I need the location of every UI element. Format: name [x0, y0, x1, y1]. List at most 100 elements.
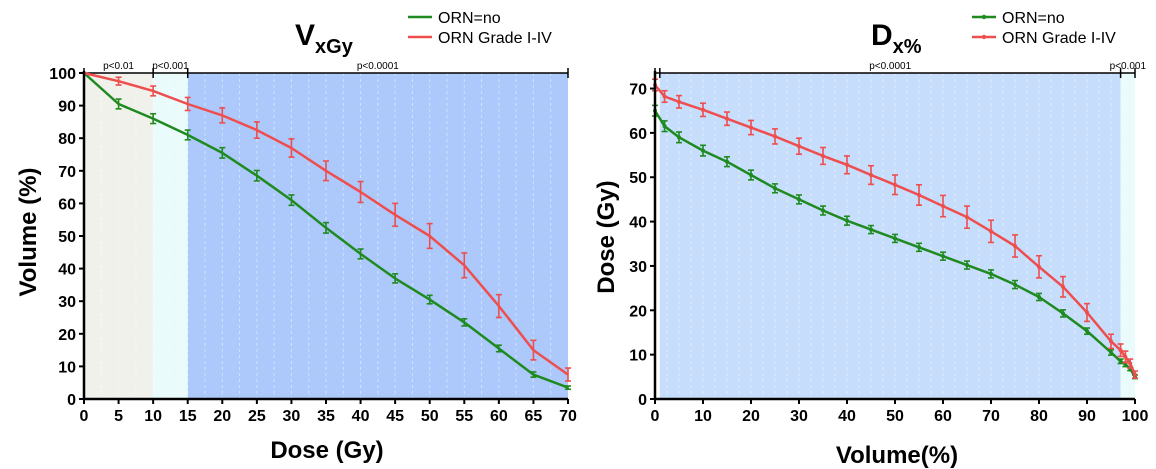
dx-data-point	[677, 99, 681, 104]
vxgy-y-tick-label: 40	[58, 262, 76, 279]
dx-region-bands	[659, 73, 1135, 399]
dx-data-point	[917, 245, 921, 250]
vxgy-legend-label: ORN=no	[438, 10, 501, 27]
vxgy-y-tick-label: 10	[58, 359, 76, 376]
vxgy-y-tick-label: 20	[58, 327, 76, 344]
vxgy-grid	[100, 73, 552, 399]
vxgy-y-tick-label: 60	[58, 196, 76, 213]
vxgy-legend-item: ORN=no	[408, 10, 501, 27]
vxgy-legend-label: ORN Grade I-IV	[438, 30, 552, 47]
dx-data-point	[965, 215, 969, 220]
dx-y-tick-label: 30	[629, 259, 647, 276]
dx-data-point	[662, 124, 667, 129]
dx-data-point	[989, 229, 993, 234]
vxgy-series-layer	[83, 71, 571, 391]
dx-data-point	[725, 116, 729, 121]
dx-data-point	[701, 148, 705, 153]
dx-y-axis-label: Dose (Gy)	[593, 180, 620, 293]
dx-data-point	[1128, 361, 1133, 366]
dx-data-point	[1037, 264, 1041, 269]
dx-data-point	[797, 197, 801, 202]
vxgy-x-tick-label: 40	[352, 408, 370, 425]
dx-data-point	[1085, 310, 1089, 315]
dx-legend-item: ORN=no	[972, 10, 1065, 27]
dx-data-point	[965, 263, 969, 268]
vxgy-y-tick-label: 100	[49, 66, 76, 83]
dx-data-point	[869, 173, 873, 178]
vxgy-y-tick-label: 80	[58, 131, 76, 148]
dx-region-1	[1120, 73, 1135, 399]
vxgy-x-tick-label: 55	[455, 408, 473, 425]
dx-x-axis-label: Volume(%)	[836, 442, 958, 469]
dx-title-subscript: x%	[893, 36, 922, 58]
dx-panel: p<0.0001 p<0.001 0 10 20 30 40 50 60 70 80 90 100 0 1…	[593, 10, 1148, 469]
vxgy-x-tick-label: 10	[144, 408, 162, 425]
dx-x-tick-label: 30	[790, 408, 808, 425]
dx-data-point	[917, 192, 921, 197]
dx-x-tick-label: 70	[982, 408, 1000, 425]
dx-legend-label: ORN=no	[1002, 10, 1065, 27]
vxgy-legend-item: ORN Grade I-IV	[408, 30, 552, 47]
dx-title: Dx%	[871, 19, 922, 58]
dx-legend-marker	[981, 34, 987, 40]
vxgy-pvalue-label: p<0.0001	[357, 61, 399, 72]
dx-data-point	[701, 107, 705, 112]
dx-x-tick-label: 80	[1030, 408, 1048, 425]
dx-data-point	[893, 236, 897, 241]
vxgy-x-tick-label: 45	[386, 408, 404, 425]
dx-y-tick-label: 50	[629, 170, 647, 187]
dx-y-tick-label: 70	[629, 82, 647, 99]
dx-data-point	[1109, 339, 1113, 344]
dx-x-tick-label: 10	[694, 408, 712, 425]
dx-data-point	[1085, 329, 1089, 334]
vxgy-x-tick-label: 65	[525, 408, 543, 425]
dx-grid	[666, 73, 1124, 399]
vxgy-y-tick-label: 90	[58, 99, 76, 116]
dx-y-tick-label: 40	[629, 215, 647, 232]
dx-legend-item: ORN Grade I-IV	[972, 30, 1116, 47]
dx-x-tick-label: 50	[886, 408, 904, 425]
dx-y-tick-label: 20	[629, 303, 647, 320]
dx-x-tick-label: 20	[742, 408, 760, 425]
vxgy-x-tick-label: 35	[317, 408, 335, 425]
vxgy-title: VxGy	[295, 19, 354, 58]
vxgy-panel: p<0.01 p<0.001 p<0.0001 0 5 10 15 20 25 30 35 40 45…	[15, 10, 577, 464]
dx-x-tick-label: 60	[934, 408, 952, 425]
vxgy-tick-labels: 0 5 10 15 20 25 30 35 40 45 50 55 60 65 70 0 10 20 30 40 50 6…	[49, 66, 577, 425]
dx-data-point	[1133, 372, 1137, 377]
vxgy-y-tick-label: 70	[58, 164, 76, 181]
vxgy-x-tick-label: 15	[179, 408, 197, 425]
dx-data-point	[1013, 243, 1017, 248]
vxgy-pvalue-label: p<0.01	[103, 61, 134, 72]
vxgy-series-orn-grade	[83, 71, 571, 382]
dx-data-point	[749, 125, 753, 130]
dx-data-point	[1123, 354, 1128, 359]
vxgy-y-axis-label: Volume (%)	[15, 168, 42, 297]
dx-data-point	[893, 182, 897, 187]
dx-data-point	[773, 134, 777, 139]
dx-title-main: D	[871, 19, 893, 52]
dx-x-tick-label: 40	[838, 408, 856, 425]
vxgy-x-tick-label: 50	[421, 408, 439, 425]
vxgy-x-tick-label: 5	[114, 408, 123, 425]
dx-data-point	[821, 153, 825, 158]
dx-x-tick-label: 100	[1122, 408, 1149, 425]
vxgy-x-tick-label: 60	[490, 408, 508, 425]
vxgy-x-tick-label: 0	[80, 408, 89, 425]
dx-data-point	[1109, 350, 1113, 355]
dx-legend-label: ORN Grade I-IV	[1002, 30, 1116, 47]
vxgy-title-subscript: xGy	[315, 36, 354, 58]
dx-data-point	[845, 218, 849, 223]
dx-pvalue-label: p<0.0001	[869, 61, 911, 72]
dx-data-point	[797, 144, 801, 149]
dx-data-point	[725, 159, 729, 164]
dx-tick-labels: 0 10 20 30 40 50 60 70 80 90 100 0 10 20 30 40 50 60 70	[629, 82, 1148, 425]
dx-data-point	[1118, 359, 1123, 364]
vxgy-series-orn-no	[83, 72, 571, 391]
dx-data-point	[941, 254, 945, 259]
vxgy-x-tick-label: 30	[283, 408, 301, 425]
dx-data-point	[1061, 311, 1065, 316]
dx-data-point	[869, 227, 873, 232]
dx-data-point	[1013, 282, 1017, 287]
